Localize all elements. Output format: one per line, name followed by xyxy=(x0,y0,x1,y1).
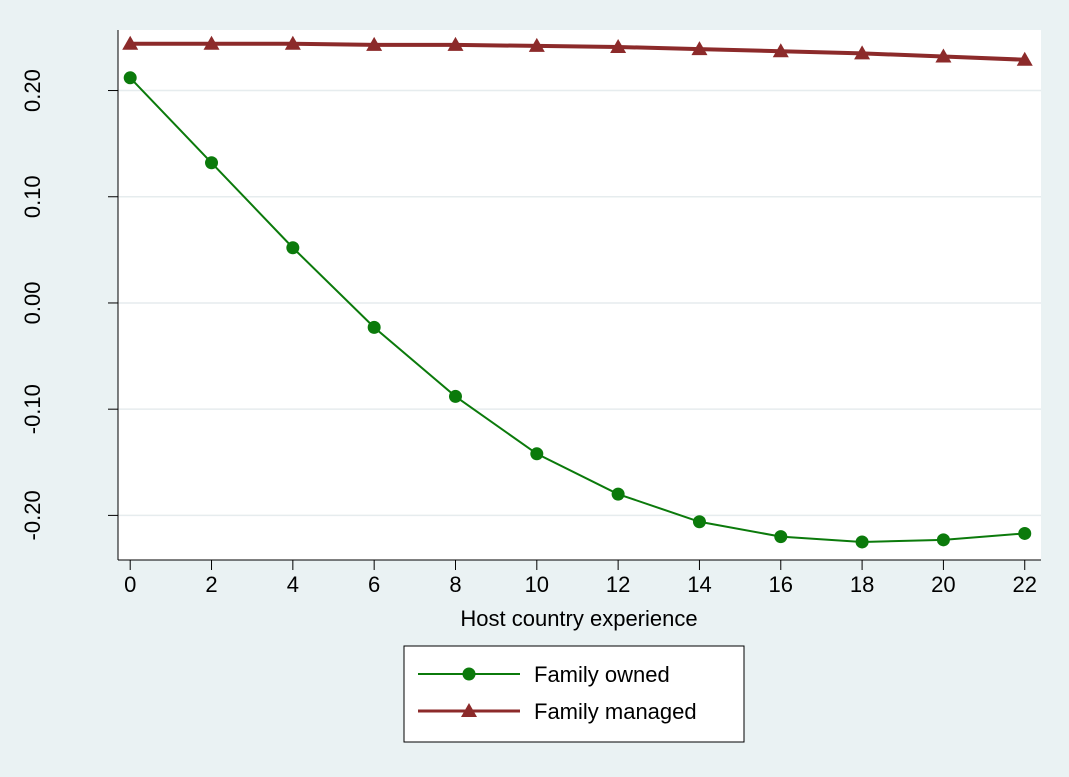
series-circle-group xyxy=(123,71,1032,549)
data-point xyxy=(936,533,950,547)
data-point xyxy=(203,35,220,50)
legend-box xyxy=(403,645,745,743)
x-tick-label: 2 xyxy=(205,572,217,597)
data-point xyxy=(692,515,706,529)
data-point xyxy=(530,447,544,461)
data-point xyxy=(205,156,219,170)
x-tick-label: 14 xyxy=(687,572,711,597)
plot-background xyxy=(118,30,1041,560)
y-tick-label: -0.20 xyxy=(20,490,45,540)
data-point xyxy=(611,487,625,501)
x-tick-label: 18 xyxy=(850,572,874,597)
y-tick-label: -0.10 xyxy=(20,384,45,434)
data-point xyxy=(774,530,788,544)
grid-lines xyxy=(118,89,1041,517)
data-point xyxy=(691,41,708,56)
data-point xyxy=(447,36,464,51)
legend-marker xyxy=(461,703,477,717)
x-tick-label: 4 xyxy=(287,572,299,597)
y-tick-label: 0.20 xyxy=(20,69,45,112)
data-point xyxy=(935,48,952,63)
x-tick-label: 16 xyxy=(769,572,793,597)
series-triangle-group xyxy=(122,35,1033,66)
data-point xyxy=(284,35,301,50)
x-tick-label: 20 xyxy=(931,572,955,597)
x-tick-label: 22 xyxy=(1012,572,1036,597)
axes: -0.20 -0.10 0.00 0.10 0.20 0 2 4 6 8 10 12 14 16 18 20 2… xyxy=(20,30,1041,597)
legend-marker xyxy=(462,667,476,681)
legend: Family owned Family managed xyxy=(403,645,745,743)
data-point xyxy=(855,535,869,549)
legend-label: Family owned xyxy=(534,662,670,687)
data-point xyxy=(610,38,627,53)
data-point xyxy=(772,43,789,58)
x-tick-label: 6 xyxy=(368,572,380,597)
x-axis-title: Host country experience xyxy=(460,606,697,631)
data-point xyxy=(448,389,462,403)
data-point xyxy=(122,35,139,50)
data-point xyxy=(528,37,545,52)
series-line xyxy=(129,77,1025,543)
x-tick-label: 0 xyxy=(124,572,136,597)
data-point xyxy=(123,71,137,85)
legend-label: Family managed xyxy=(534,699,697,724)
x-tick-label: 8 xyxy=(449,572,461,597)
series-line xyxy=(130,41,1025,62)
data-point xyxy=(366,36,383,51)
y-tick-label: 0.00 xyxy=(20,282,45,325)
series xyxy=(122,35,1033,549)
data-point xyxy=(1016,51,1033,66)
data-point xyxy=(854,45,871,60)
data-point xyxy=(1018,526,1032,540)
x-tick-label: 10 xyxy=(525,572,549,597)
data-point xyxy=(286,241,300,255)
x-tick-label: 12 xyxy=(606,572,630,597)
y-tick-label: 0.10 xyxy=(20,175,45,218)
data-point xyxy=(367,320,381,334)
